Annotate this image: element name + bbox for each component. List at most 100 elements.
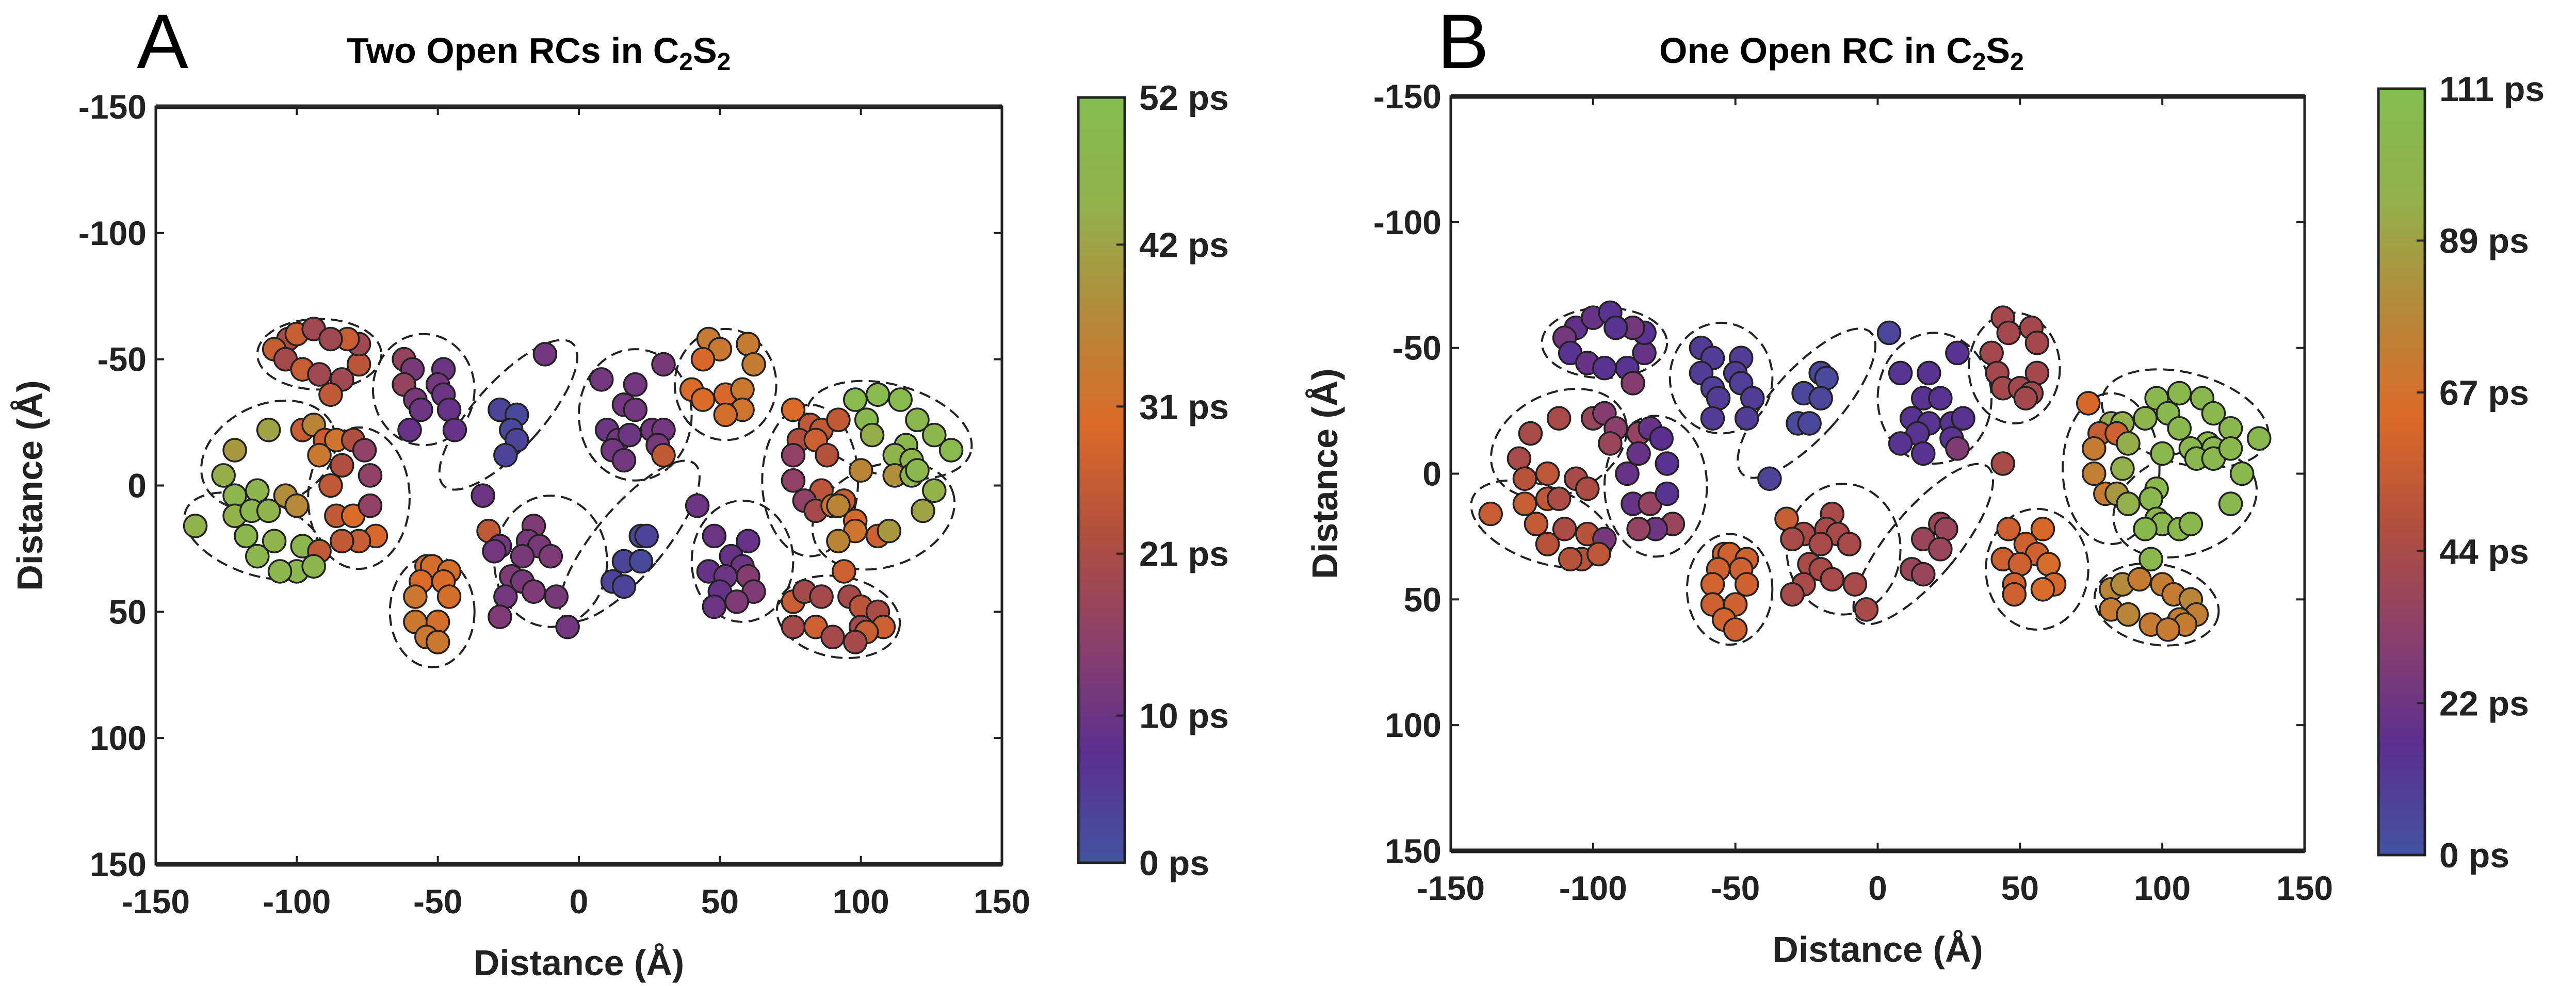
data-point (1723, 617, 1748, 642)
data-point (284, 493, 310, 518)
data-point (1934, 517, 1958, 541)
data-point (2133, 517, 2158, 541)
cluster-ellipse (307, 426, 411, 570)
data-point (358, 493, 383, 518)
data-point (905, 458, 930, 483)
data-point (222, 438, 247, 463)
data-point (781, 442, 806, 468)
data-point (358, 463, 383, 488)
data-point (1535, 461, 1560, 486)
data-point (307, 442, 332, 468)
y-tick-label: 0 (127, 467, 147, 505)
cluster-ellipse (1737, 327, 1876, 479)
colorbar-tick-label: 0 ps (2439, 836, 2509, 875)
cluster-ellipse (1668, 321, 1774, 435)
colorbar-tick-label: 44 ps (2439, 532, 2529, 571)
title-subscript: 2 (2010, 48, 2024, 76)
data-point (938, 438, 964, 463)
data-point (2201, 401, 2226, 426)
data-point (1626, 441, 1651, 466)
colorbar-tick-label: 67 ps (2439, 373, 2529, 413)
chart-panel-a: -150 -100 -50 0 50 100 150-150-100-50050100150… (10, 78, 1229, 983)
title-text: One Open RC in C (1659, 30, 1972, 71)
data-point (781, 614, 806, 639)
title-text: Two Open RCs in C (347, 30, 679, 71)
data-point (1888, 360, 1913, 386)
data-point (2110, 456, 2135, 481)
data-point (245, 478, 270, 503)
data-point (1911, 562, 1936, 587)
cluster-ellipse (1985, 507, 2089, 631)
data-point (318, 382, 343, 407)
data-point (1979, 340, 2004, 366)
data-point (2076, 391, 2101, 416)
x-tick-label: -50 (413, 882, 462, 921)
data-point (1911, 441, 1936, 466)
cluster-ellipse (371, 333, 476, 447)
x-tick-label: -100 (263, 882, 331, 921)
data-point (1649, 426, 1674, 451)
data-point (307, 362, 332, 387)
x-axis-label: Distance (Å) (474, 943, 684, 983)
data-point (1546, 406, 1571, 431)
data-point (1506, 446, 1532, 471)
data-point (2007, 552, 2033, 577)
data-point (1780, 527, 1805, 552)
data-point (2138, 486, 2163, 512)
data-point (922, 478, 947, 503)
cluster-ellipse (1603, 415, 1708, 558)
data-point (1917, 360, 1941, 386)
cluster-ellipse (673, 327, 777, 441)
y-tick-label: 150 (1385, 832, 1441, 870)
data-point (211, 463, 236, 488)
data-point (1734, 572, 1759, 597)
data-point (1814, 366, 1839, 390)
y-axis-label: Distance (Å) (10, 380, 50, 590)
data-point (301, 554, 326, 579)
data-point (1700, 406, 1725, 431)
data-point (736, 529, 760, 553)
data-point (1951, 406, 1975, 431)
data-point (1837, 532, 1862, 556)
cluster-ellipse (2062, 392, 2161, 546)
data-point (1655, 481, 1680, 506)
data-point (1820, 567, 1844, 592)
title-subscript: 2 (1972, 48, 1986, 76)
data-point (1945, 436, 1970, 461)
data-point (623, 397, 648, 422)
data-point (865, 382, 890, 407)
colorbar-tick-label: 111 ps (2439, 70, 2545, 109)
data-point (1575, 476, 1600, 501)
data-point (741, 352, 766, 377)
data-point (318, 326, 343, 352)
data-point (877, 518, 902, 544)
data-point (809, 584, 834, 609)
colorbar-tick-label: 21 ps (1139, 535, 1229, 574)
data-point (1780, 582, 1805, 607)
data-point (1808, 532, 1833, 556)
data-point (702, 523, 727, 549)
data-point (1626, 517, 1651, 541)
data-point (256, 418, 281, 442)
data-point (826, 529, 851, 553)
data-point (690, 347, 716, 372)
data-point (724, 589, 749, 614)
data-point (2116, 431, 2141, 456)
y-tick-label: -50 (98, 340, 147, 379)
data-point (330, 453, 354, 478)
data-point (532, 342, 558, 367)
data-point (1518, 421, 1543, 446)
data-point (2218, 436, 2243, 461)
data-point (1990, 451, 2015, 476)
y-tick-label: 50 (109, 593, 147, 631)
data-point (1888, 431, 1913, 456)
title-subscript: 2 (717, 48, 731, 76)
colorbar-tick-label: 89 ps (2439, 222, 2529, 261)
data-point (538, 544, 563, 569)
data-point (1546, 486, 1571, 512)
data-point (482, 539, 507, 564)
data-point (442, 418, 467, 442)
data-point (1598, 431, 1623, 456)
data-point (330, 529, 354, 553)
colorbar-tick-label: 0 ps (1139, 844, 1209, 883)
